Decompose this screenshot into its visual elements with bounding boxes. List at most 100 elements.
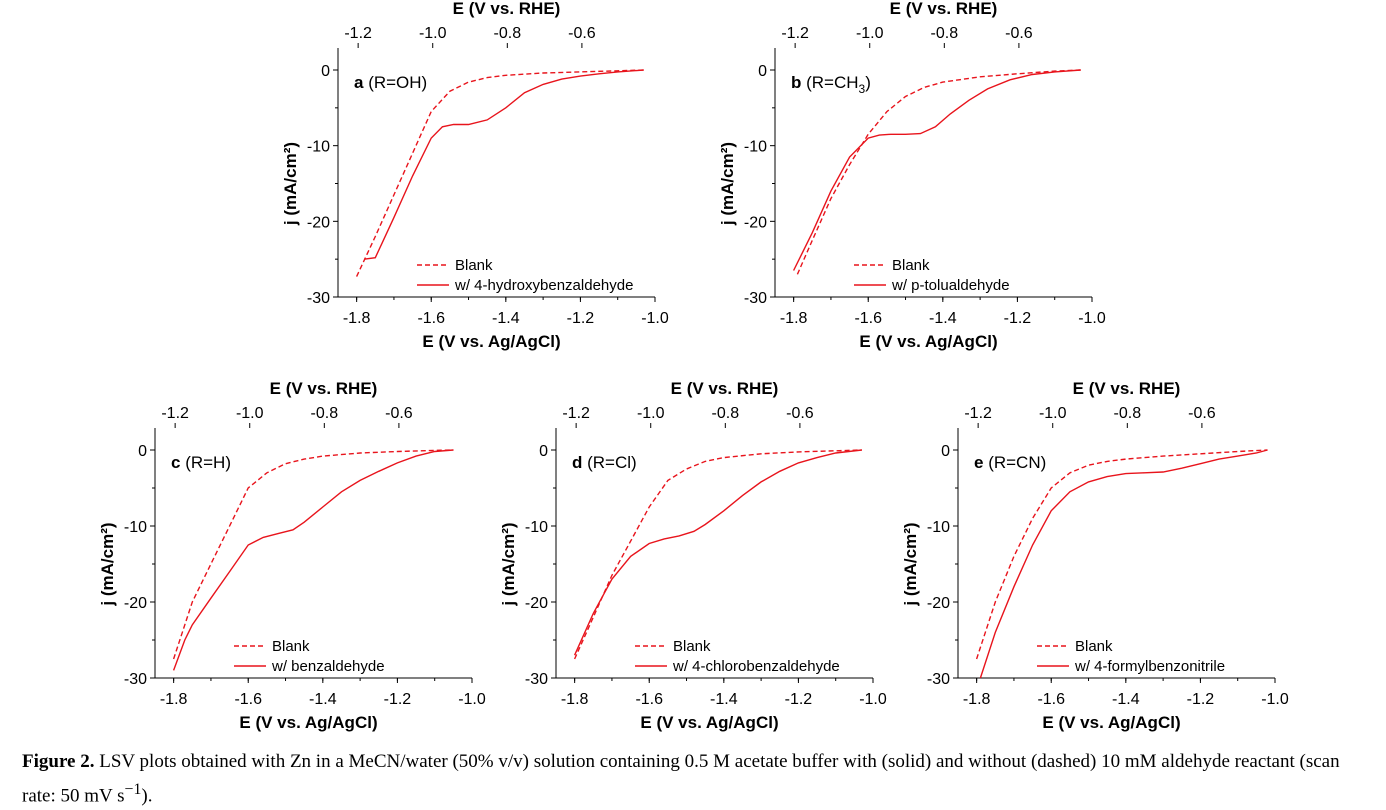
legend-entry: Blank (1075, 638, 1113, 655)
panel-condition-subscript: 3 (859, 82, 866, 96)
x-tick-label: -1.8 (780, 310, 808, 327)
x2-tick-label: -0.6 (1188, 405, 1216, 422)
x2-axis-title: E (V vs. RHE) (453, 0, 561, 18)
series-line-blank (573, 449, 862, 660)
x2-tick-label: -0.8 (494, 25, 522, 42)
x-tick-label: -1.6 (1037, 691, 1065, 708)
y-tick-label: 0 (138, 443, 147, 460)
chart-panel-c: -1.8 -1.6 -1.4 -1.2 -1.0 -1.2 -1.0 -0.8 -0.6 E (V… (98, 379, 486, 732)
x2-axis-title: E (V vs. RHE) (270, 379, 378, 398)
x-tick-label: -1.8 (343, 310, 371, 327)
x2-tick-label: -0.6 (786, 405, 814, 422)
x2-tick-label: -1.0 (856, 25, 884, 42)
chart-panel-b: -1.8 -1.6 -1.4 -1.2 -1.0 -1.2 -1.0 -0.8 -0.6 E (V… (718, 0, 1106, 351)
panel-letter: e (974, 453, 988, 472)
panel-label: d (R=Cl) (572, 453, 637, 472)
x2-tick-label: -1.2 (344, 25, 372, 42)
panel-label: b (R=CH3) (791, 73, 871, 96)
legend-entry: w/ 4-formylbenzonitrile (1074, 658, 1225, 675)
x2-tick-label: -1.2 (562, 405, 590, 422)
caption-end: ). (141, 785, 153, 807)
x-axis-title: E (V vs. Ag/AgCl) (422, 332, 560, 351)
y-tick-label: -10 (525, 519, 548, 536)
y-tick-label: 0 (758, 63, 767, 80)
series-line-blank (975, 449, 1268, 660)
x-tick-label: -1.0 (1078, 310, 1106, 327)
y-tick-label: -30 (124, 671, 147, 688)
panel-letter: c (171, 453, 185, 472)
x-tick-label: -1.2 (384, 691, 412, 708)
x2-tick-label: -0.8 (311, 405, 339, 422)
legend-entry: Blank (892, 257, 930, 274)
x2-tick-label: -1.2 (781, 25, 809, 42)
legend-entry: w/ p-tolualdehyde (891, 277, 1010, 294)
series-line-blank (355, 69, 644, 277)
x-axis-title: E (V vs. Ag/AgCl) (859, 332, 997, 351)
y-tick-label: -10 (307, 139, 330, 156)
x2-axis-title: E (V vs. RHE) (1073, 379, 1181, 398)
x-tick-label: -1.4 (492, 310, 520, 327)
x-axis-title: E (V vs. Ag/AgCl) (239, 713, 377, 732)
y-tick-label: 0 (321, 63, 330, 80)
y-tick-label: 0 (941, 443, 950, 460)
caption-text: LSV plots obtained with Zn in a MeCN/wat… (22, 751, 1340, 807)
series-line-aldehyde (364, 69, 644, 260)
y-tick-label: -20 (744, 214, 767, 231)
x-tick-label: -1.4 (309, 691, 337, 708)
y-tick-label: -20 (307, 214, 330, 231)
x2-tick-label: -0.6 (385, 405, 413, 422)
x2-tick-label: -1.0 (419, 25, 447, 42)
panel-condition: (R=CH (806, 73, 858, 92)
y-tick-label: -30 (927, 671, 950, 688)
y-tick-label: -30 (307, 290, 330, 307)
x-tick-label: -1.6 (854, 310, 882, 327)
panel-label: a (R=OH) (354, 73, 427, 92)
series-line-aldehyde (573, 449, 862, 656)
y-tick-label: -20 (124, 595, 147, 612)
legend-entry: Blank (455, 257, 493, 274)
x-tick-label: -1.6 (417, 310, 445, 327)
y-tick-label: -20 (927, 595, 950, 612)
series-line-blank (796, 69, 1081, 275)
y-tick-label: 0 (539, 443, 548, 460)
caption-superscript: −1 (124, 781, 142, 798)
legend-entry: w/ 4-hydroxybenzaldehyde (454, 277, 633, 294)
x-tick-label: -1.2 (785, 691, 813, 708)
x-tick-label: -1.2 (1187, 691, 1215, 708)
x-tick-label: -1.8 (561, 691, 589, 708)
y-axis-title: j (mA/cm²) (901, 522, 920, 606)
panel-condition: (R=H) (185, 453, 231, 472)
x2-axis-title: E (V vs. RHE) (671, 379, 779, 398)
panel-condition: (R=OH) (368, 73, 427, 92)
panel-condition: (R=CN) (988, 453, 1046, 472)
x-tick-label: -1.6 (635, 691, 663, 708)
y-axis-title: j (mA/cm²) (98, 522, 117, 606)
series-line-aldehyde (979, 449, 1268, 679)
x-tick-label: -1.2 (567, 310, 595, 327)
y-tick-label: -30 (525, 671, 548, 688)
legend-entry: Blank (673, 638, 711, 655)
x2-tick-label: -1.2 (964, 405, 992, 422)
x-axis-title: E (V vs. Ag/AgCl) (640, 713, 778, 732)
y-axis-title: j (mA/cm²) (281, 142, 300, 226)
x-axis-title: E (V vs. Ag/AgCl) (1042, 713, 1180, 732)
x-tick-label: -1.0 (859, 691, 887, 708)
legend-entry: w/ 4-chlorobenzaldehyde (672, 658, 840, 675)
series-line-blank (172, 449, 454, 660)
x-tick-label: -1.0 (641, 310, 669, 327)
y-tick-label: -10 (124, 519, 147, 536)
chart-panel-d: -1.8 -1.6 -1.4 -1.2 -1.0 -1.2 -1.0 -0.8 -0.6 E (V… (499, 379, 887, 732)
x2-tick-label: -1.0 (637, 405, 665, 422)
y-axis-title: j (mA/cm²) (499, 522, 518, 606)
x-tick-label: -1.0 (458, 691, 486, 708)
x2-tick-label: -0.6 (568, 25, 596, 42)
x-tick-label: -1.2 (1004, 310, 1032, 327)
x2-tick-label: -0.8 (712, 405, 740, 422)
x2-tick-label: -0.6 (1005, 25, 1033, 42)
panel-label: c (R=H) (171, 453, 231, 472)
x-tick-label: -1.0 (1261, 691, 1289, 708)
figure-caption: Figure 2. LSV plots obtained with Zn in … (22, 748, 1372, 810)
legend-entry: w/ benzaldehyde (271, 658, 385, 675)
x-tick-label: -1.4 (1112, 691, 1140, 708)
x-tick-label: -1.4 (929, 310, 957, 327)
